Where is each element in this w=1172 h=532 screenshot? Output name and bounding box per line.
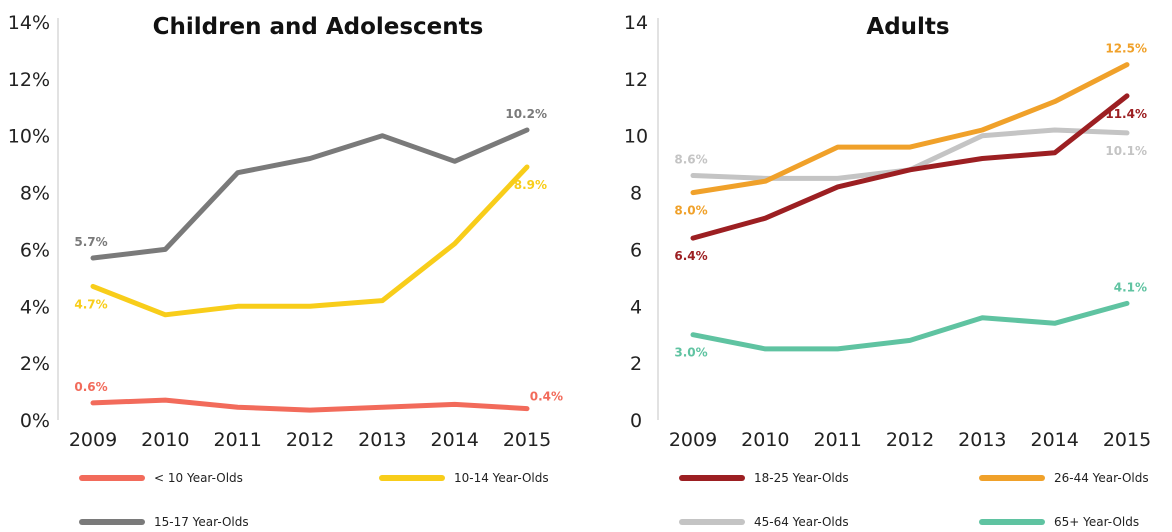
- children-series-line-15-17-year-olds: [90, 127, 530, 261]
- children-x-tick-label: 2015: [503, 429, 551, 451]
- adults-legend-label-45-64-year-olds: 45-64 Year-Olds: [754, 515, 849, 529]
- adults-data-label-65-year-olds: 3.0%: [674, 346, 707, 360]
- adults-x-tick-label: 2013: [958, 429, 1006, 451]
- children-y-tick-label: 4%: [20, 296, 50, 318]
- adults-data-label-45-64-year-olds: 8.6%: [674, 153, 707, 167]
- children-data-label-10-14-year-olds: 8.9%: [514, 178, 547, 192]
- children-series-line-10-year-olds: [90, 397, 530, 413]
- adults-data-label-18-25-year-olds: 6.4%: [674, 249, 707, 263]
- children-series-line-10-14-year-olds: [90, 164, 530, 318]
- adults-y-tick-label: 2: [630, 353, 642, 375]
- adults-y-tick-label: 4: [630, 296, 642, 318]
- adults-data-label-45-64-year-olds: 10.1%: [1105, 144, 1147, 158]
- adults-x-tick-label: 2015: [1103, 429, 1151, 451]
- children-data-label-15-17-year-olds: 10.2%: [505, 107, 547, 121]
- adults-y-tick-label: 10: [624, 126, 648, 148]
- adults-legend-label-18-25-year-olds: 18-25 Year-Olds: [754, 471, 849, 485]
- children-legend-label-10-14-year-olds: 10-14 Year-Olds: [454, 471, 549, 485]
- children-y-tick-label: 10%: [8, 126, 50, 148]
- adults-legend-label-65-year-olds: 65+ Year-Olds: [1054, 515, 1139, 529]
- children-legend-label-10-year-olds: < 10 Year-Olds: [154, 471, 243, 485]
- children-data-label-15-17-year-olds: 5.7%: [74, 235, 107, 249]
- children-x-tick-label: 2010: [141, 429, 189, 451]
- children-y-tick-label: 0%: [20, 410, 50, 432]
- adults-series-line-65-year-olds: [690, 300, 1130, 352]
- children-x-tick-label: 2014: [430, 429, 478, 451]
- adults-y-tick-label: 14: [624, 12, 648, 34]
- adults-series-line-26-44-year-olds: [690, 62, 1130, 196]
- adults-data-label-26-44-year-olds: 12.5%: [1105, 42, 1147, 56]
- adults-y-tick-label: 8: [630, 183, 642, 205]
- children-y-tick-label: 2%: [20, 353, 50, 375]
- children-y-tick-label: 12%: [8, 69, 50, 91]
- children-data-label-10-year-olds: 0.4%: [530, 390, 563, 404]
- adults-x-tick-label: 2010: [741, 429, 789, 451]
- children-y-tick-label: 8%: [20, 183, 50, 205]
- adults-x-tick-label: 2012: [886, 429, 934, 451]
- adults-y-tick-label: 6: [630, 239, 642, 261]
- adults-x-tick-label: 2011: [813, 429, 861, 451]
- children-x-tick-label: 2012: [286, 429, 334, 451]
- adults-data-label-65-year-olds: 4.1%: [1114, 280, 1147, 294]
- children-y-tick-label: 14%: [8, 12, 50, 34]
- children-legend-label-15-17-year-olds: 15-17 Year-Olds: [154, 515, 249, 529]
- adults-x-tick-label: 2009: [669, 429, 717, 451]
- children-y-tick-label: 6%: [20, 239, 50, 261]
- adults-series-line-18-25-year-olds: [690, 93, 1130, 241]
- children-data-label-10-year-olds: 0.6%: [74, 380, 107, 394]
- adults-y-tick-label: 0: [630, 410, 642, 432]
- children-chart-title: Children and Adolescents: [153, 14, 484, 40]
- adults-legend-label-26-44-year-olds: 26-44 Year-Olds: [1054, 471, 1149, 485]
- adults-chart-title: Adults: [866, 14, 949, 40]
- children-x-tick-label: 2009: [69, 429, 117, 451]
- children-x-tick-label: 2011: [213, 429, 261, 451]
- children-data-label-10-14-year-olds: 4.7%: [74, 297, 107, 311]
- adults-data-label-26-44-year-olds: 8.0%: [674, 204, 707, 218]
- adults-x-tick-label: 2014: [1030, 429, 1078, 451]
- children-x-tick-label: 2013: [358, 429, 406, 451]
- adults-data-label-18-25-year-olds: 11.4%: [1105, 107, 1147, 121]
- adults-y-tick-label: 12: [624, 69, 648, 91]
